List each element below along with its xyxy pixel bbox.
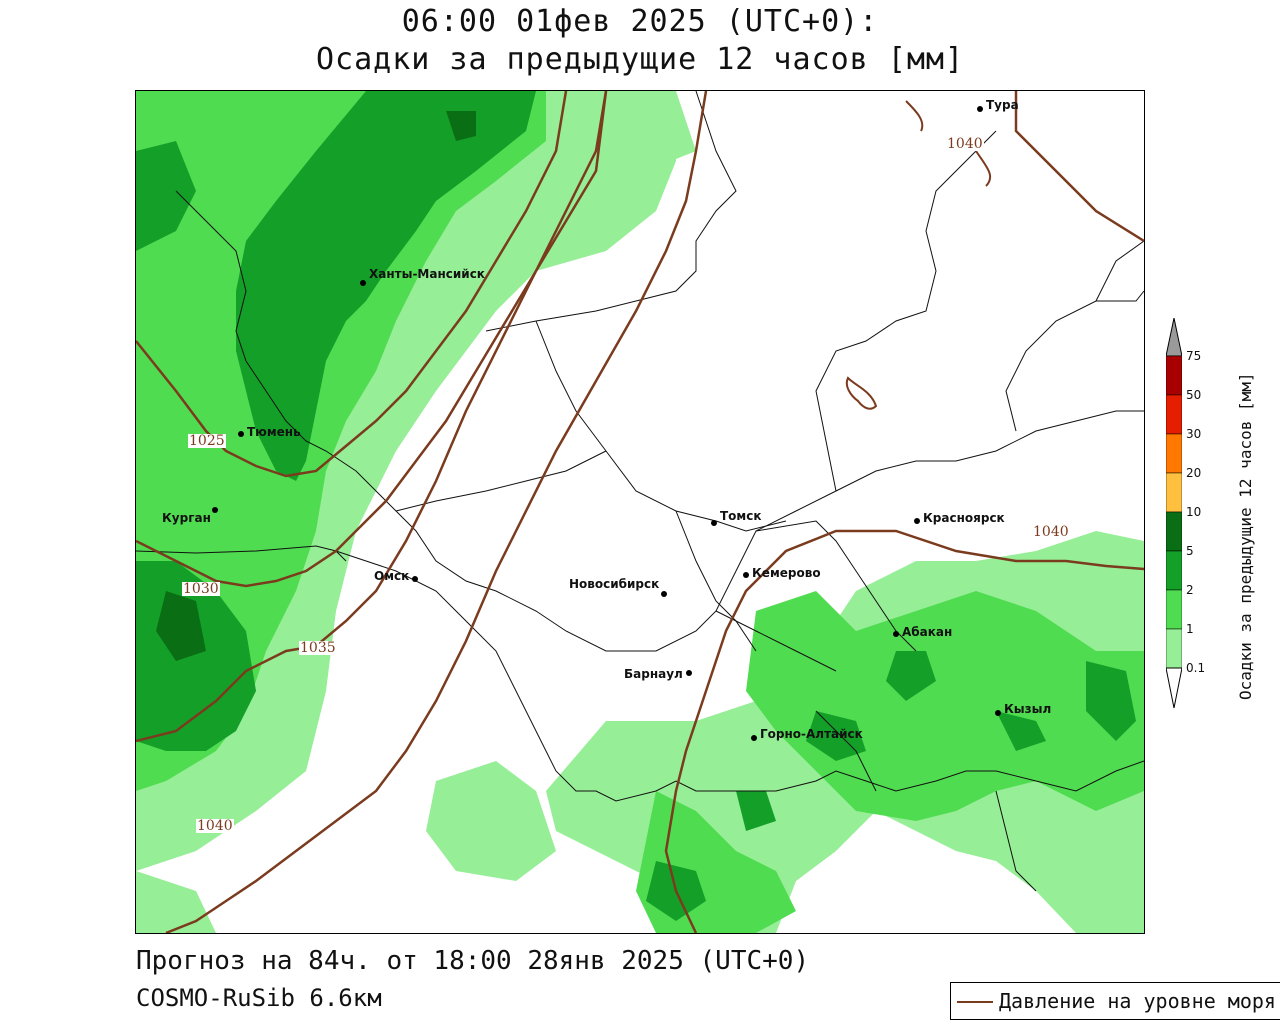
colorbar-bin-1-2 bbox=[1166, 589, 1182, 630]
city-label-abakan: Абакан bbox=[902, 625, 953, 639]
city-label-tomsk: Томск bbox=[720, 509, 762, 523]
isobar-label-1035: 1035 bbox=[299, 640, 337, 656]
forecast-info: Прогноз на 84ч. от 18:00 28янв 2025 (UTC… bbox=[136, 946, 810, 976]
colorbar-cap-bottom bbox=[1166, 667, 1182, 709]
model-name: COSMO-RuSib 6.6км bbox=[136, 984, 382, 1012]
colorbar-tick-10: 10 bbox=[1186, 505, 1202, 519]
city-label-kyzyl: Кызыл bbox=[1004, 702, 1052, 716]
colorbar-bin-10-20 bbox=[1166, 472, 1182, 513]
map-title-time: 06:00 01фев 2025 (UTC+0): bbox=[401, 4, 879, 39]
isobar-label-1025: 1025 bbox=[188, 433, 226, 449]
city-label-kurgan: Курган bbox=[162, 511, 211, 525]
colorbar-tick-20: 20 bbox=[1186, 466, 1202, 480]
city-label-kemerovo: Кемерово bbox=[752, 566, 821, 580]
colorbar-bin-0.1-1 bbox=[1166, 628, 1182, 669]
isobar-label-1040-north: 1040 bbox=[946, 136, 984, 152]
city-label-novosibirsk: Новосибирск bbox=[569, 577, 660, 591]
colorbar-tick-30: 30 bbox=[1186, 427, 1202, 441]
city-label-omsk: Омск bbox=[374, 569, 410, 583]
colorbar-tick-75: 75 bbox=[1186, 349, 1202, 363]
colorbar-bin-5-10 bbox=[1166, 511, 1182, 552]
lakes bbox=[845, 100, 992, 410]
region-borders bbox=[136, 91, 1144, 892]
colorbar-bin-2-5 bbox=[1166, 550, 1182, 591]
city-label-tura: Тура bbox=[986, 98, 1019, 112]
pressure-legend-label: Давление на уровне моря bbox=[999, 989, 1276, 1013]
map-canvas bbox=[136, 91, 1144, 933]
colorbar-bin-20-30 bbox=[1166, 433, 1182, 474]
isobar-label-1030: 1030 bbox=[182, 581, 220, 597]
colorbar-title: Осадки за предыдущие 12 часов [мм] bbox=[1236, 372, 1255, 700]
city-label-krasnoyarsk: Красноярск bbox=[923, 511, 1005, 525]
colorbar-bin-30-50 bbox=[1166, 394, 1182, 435]
city-label-tyumen: Тюмень bbox=[247, 425, 301, 439]
colorbar-bin-50-75 bbox=[1166, 355, 1182, 396]
isobar-label-1040-east: 1040 bbox=[1032, 524, 1070, 540]
pressure-legend: Давление на уровне моря bbox=[950, 982, 1280, 1020]
colorbar-tick-2: 2 bbox=[1186, 583, 1194, 597]
city-label-khanty-mansiysk: Ханты-Мансийск bbox=[369, 267, 485, 281]
colorbar-cap-top bbox=[1166, 318, 1182, 357]
colorbar-tick-0.1: 0.1 bbox=[1186, 661, 1206, 675]
precip-moderate-areas bbox=[136, 91, 1144, 933]
isobars bbox=[136, 91, 1144, 933]
map-title-variable: Осадки за предыдущие 12 часов [мм] bbox=[315, 42, 965, 77]
precipitation-map: Тура Ханты-Мансийск Тюмень Курган Омск Н… bbox=[135, 90, 1145, 934]
precip-heavy-areas bbox=[136, 91, 1136, 921]
colorbar-tick-5: 5 bbox=[1186, 544, 1194, 558]
precipitation-colorbar bbox=[1166, 318, 1182, 709]
isobar-label-1040-west: 1040 bbox=[196, 818, 234, 834]
city-label-gorno-altaysk: Горно-Алтайск bbox=[760, 727, 863, 741]
colorbar-tick-50: 50 bbox=[1186, 388, 1202, 402]
city-label-barnaul: Барнаул bbox=[624, 667, 683, 681]
city-markers bbox=[212, 106, 1001, 741]
colorbar-tick-1: 1 bbox=[1186, 622, 1194, 636]
precip-very-heavy-areas bbox=[156, 111, 476, 661]
pressure-legend-line bbox=[957, 1001, 993, 1003]
